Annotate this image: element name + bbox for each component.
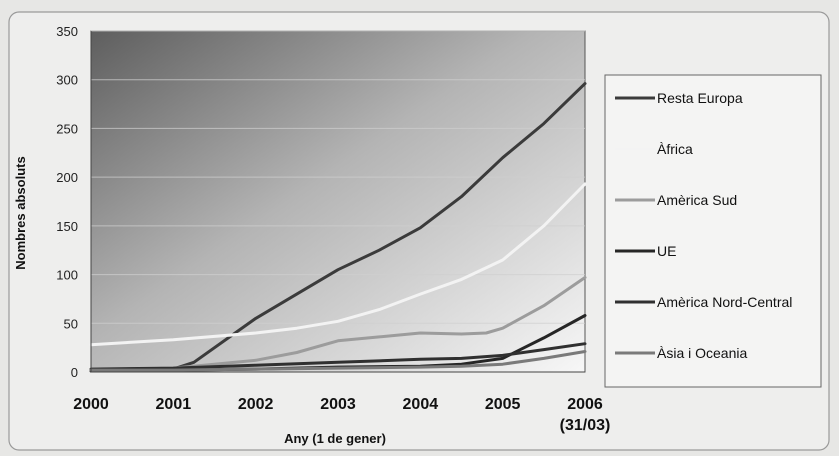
y-tick-label: 300 [56, 73, 78, 88]
y-tick-label: 150 [56, 219, 78, 234]
gridlines [91, 30, 585, 324]
x-tick-label: 2006 [567, 396, 603, 413]
y-tick-label: 350 [56, 24, 78, 39]
series-line-1 [89, 182, 587, 347]
legend-box [604, 74, 822, 388]
legend: Resta Europa Àfrica Amèrica Sud UE Amèrica N… [615, 90, 792, 361]
y-tick-label: 250 [56, 121, 78, 136]
legend-label-2: Amèrica Sud [657, 192, 737, 208]
x-tick-label: 2005 [485, 396, 521, 413]
x-tick-label: 2004 [403, 396, 439, 413]
y-tick-label: 0 [71, 365, 78, 380]
y-tick-label: 100 [56, 268, 78, 283]
series-line-5 [89, 350, 587, 372]
legend-label-0: Resta Europa [657, 90, 743, 106]
series-line-4 [89, 342, 587, 371]
legend-label-1: Àfrica [657, 141, 693, 157]
y-tick-labels: 0 50 100 150 200 250 300 350 [56, 24, 78, 380]
x-tick-label: 2001 [156, 396, 192, 413]
x-tick-label-sub: (31/03) [560, 417, 611, 434]
x-tick-label: 2000 [73, 396, 109, 413]
legend-label-5: Àsia i Oceania [657, 345, 747, 361]
series-lines [89, 82, 587, 373]
plot-area [90, 30, 586, 373]
x-axis-title: Any (1 de gener) [284, 431, 386, 446]
y-axis-title: Nombres absoluts [13, 156, 28, 269]
x-tick-label: 2002 [238, 396, 274, 413]
y-tick-label: 200 [56, 170, 78, 185]
x-tick-label: 2003 [320, 396, 356, 413]
legend-label-3: UE [657, 243, 676, 259]
y-tick-label: 50 [64, 316, 78, 331]
series-line-0 [89, 82, 587, 372]
x-tick-labels: 2000 2001 2002 2003 2004 2005 2006 (31/03) [73, 396, 610, 434]
series-line-2 [89, 276, 587, 372]
legend-label-4: Amèrica Nord-Central [657, 294, 792, 310]
